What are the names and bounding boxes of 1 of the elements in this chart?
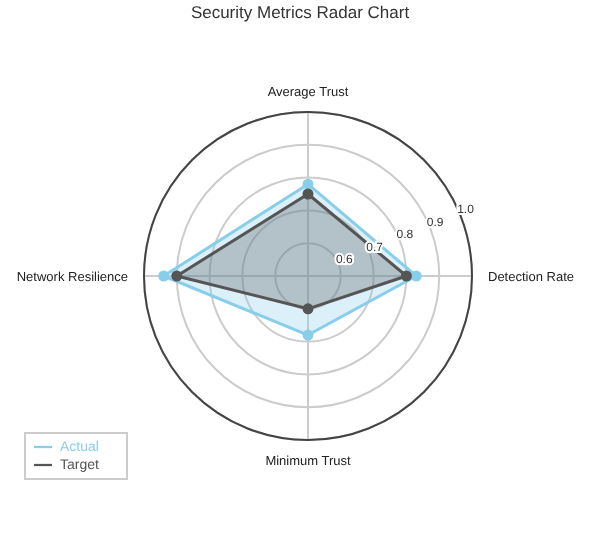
chart-title: Security Metrics Radar Chart [188, 2, 412, 22]
